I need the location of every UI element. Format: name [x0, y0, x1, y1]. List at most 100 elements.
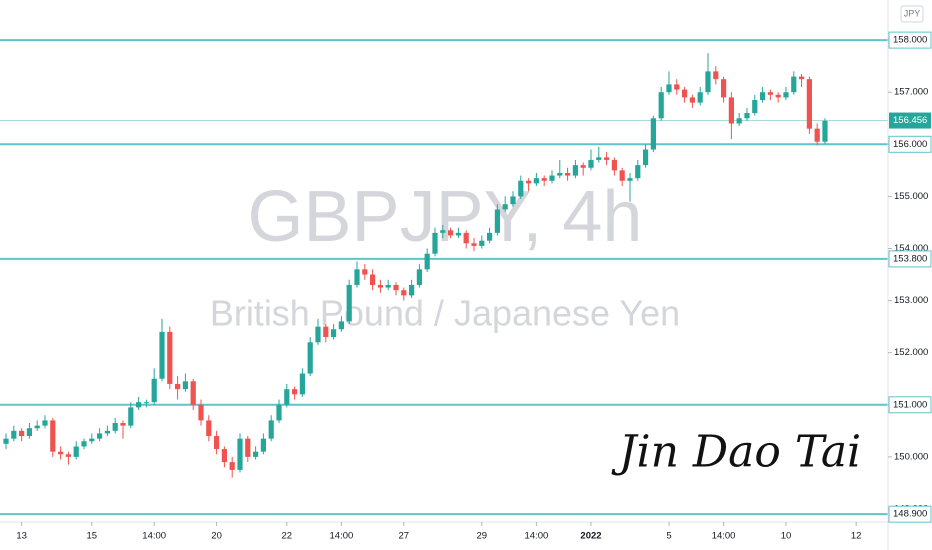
candle-body	[681, 89, 688, 98]
candle-body	[120, 423, 126, 426]
candle-body	[377, 284, 383, 288]
candle-body	[736, 118, 742, 124]
level-label: 153.800	[893, 253, 927, 264]
candle-body	[362, 269, 368, 275]
candle-body	[276, 404, 282, 421]
signature: Jin Dao Tai	[611, 427, 861, 478]
candle-body	[338, 321, 344, 330]
candle-body	[572, 165, 578, 176]
candle-body	[401, 290, 407, 296]
x-tick-label: 12	[851, 531, 862, 542]
candle-body	[588, 159, 594, 168]
candle-body	[73, 446, 79, 457]
x-tick-label: 20	[211, 531, 222, 542]
candle-body	[541, 178, 547, 181]
candle-body	[198, 404, 204, 421]
candle-body	[268, 420, 274, 439]
candle-body	[642, 149, 649, 166]
candle-body	[814, 128, 820, 142]
candle-body	[245, 438, 251, 457]
candle-body	[42, 420, 48, 426]
candle-body	[104, 430, 111, 434]
candle-body	[65, 454, 72, 457]
candle-body	[237, 438, 243, 470]
x-tick-label: 29	[477, 531, 488, 542]
candle-body	[518, 180, 524, 197]
last-price-label: 156.456	[893, 115, 927, 126]
candle-body	[190, 381, 196, 405]
x-tick-label: 27	[399, 531, 410, 542]
candle-body	[182, 381, 188, 390]
candle-body	[50, 420, 56, 452]
candle-body	[611, 159, 617, 171]
candle-body	[674, 84, 680, 90]
y-tick-label: 152.000	[894, 347, 928, 358]
candle-body	[580, 165, 586, 168]
level-label-box	[888, 135, 932, 153]
candle-body	[34, 425, 40, 429]
candle-body	[744, 113, 750, 119]
level-label: 158.000	[893, 35, 927, 46]
level-label-box	[888, 250, 932, 268]
candle-body	[369, 274, 376, 285]
x-tick-label: 14:00	[330, 531, 354, 542]
candle-body	[720, 79, 727, 98]
candle-body	[284, 389, 290, 405]
y-tick-label: 154.000	[894, 243, 928, 254]
plot	[0, 39, 888, 516]
candle-body	[167, 331, 173, 384]
last-price-box	[889, 112, 931, 129]
candle-body	[323, 326, 329, 338]
candle-body	[557, 172, 563, 176]
watermark-subtitle: British Pound / Japanese Yen	[210, 293, 680, 334]
candle-body	[307, 342, 313, 374]
candle-body	[19, 430, 25, 437]
candle-body	[416, 269, 422, 285]
level-label-box	[888, 31, 932, 49]
candle-body	[479, 240, 485, 246]
x-tick-label: 14:00	[524, 531, 548, 542]
candle-body	[689, 97, 695, 103]
x-tick-label: 15	[87, 531, 98, 542]
candle-body	[97, 433, 103, 439]
candle-body	[486, 232, 493, 241]
candle-body	[354, 269, 360, 285]
candle-body	[533, 178, 539, 184]
candle-body	[206, 420, 212, 437]
candle-body	[81, 441, 87, 447]
candle-body	[619, 170, 625, 181]
x-tick-label: 14:00	[712, 531, 736, 542]
candle-body	[260, 438, 266, 452]
currency-box[interactable]	[900, 5, 924, 23]
level-label: 151.000	[893, 399, 927, 410]
level-label: 156.000	[893, 139, 927, 150]
candle-body	[596, 157, 602, 160]
candle-body	[627, 178, 633, 181]
candle-body	[806, 79, 812, 129]
candle-body	[822, 120, 828, 142]
y-tick-label: 153.000	[894, 295, 928, 306]
candle-body	[221, 449, 227, 463]
candle-body	[549, 175, 555, 181]
candle-body	[471, 243, 477, 246]
watermark-title: GBPJPY, 4h	[248, 177, 643, 257]
candle-body	[175, 383, 181, 390]
candle-body	[783, 92, 789, 98]
candle-body	[666, 84, 672, 93]
candle-body	[346, 284, 352, 322]
x-tick-label: 5	[666, 531, 671, 542]
y-tick-label: 157.000	[894, 87, 928, 98]
candle-body	[798, 76, 805, 80]
level-label: 148.900	[893, 509, 927, 520]
candle-body	[89, 438, 95, 442]
candle-body	[299, 373, 305, 395]
candle-body	[408, 284, 415, 296]
candle-body	[650, 118, 656, 150]
currency-label[interactable]: JPY	[904, 8, 921, 18]
candle-body	[11, 430, 17, 439]
candle-body	[112, 423, 118, 431]
candle-body	[713, 71, 719, 80]
y-tick-label: 155.000	[894, 191, 928, 202]
